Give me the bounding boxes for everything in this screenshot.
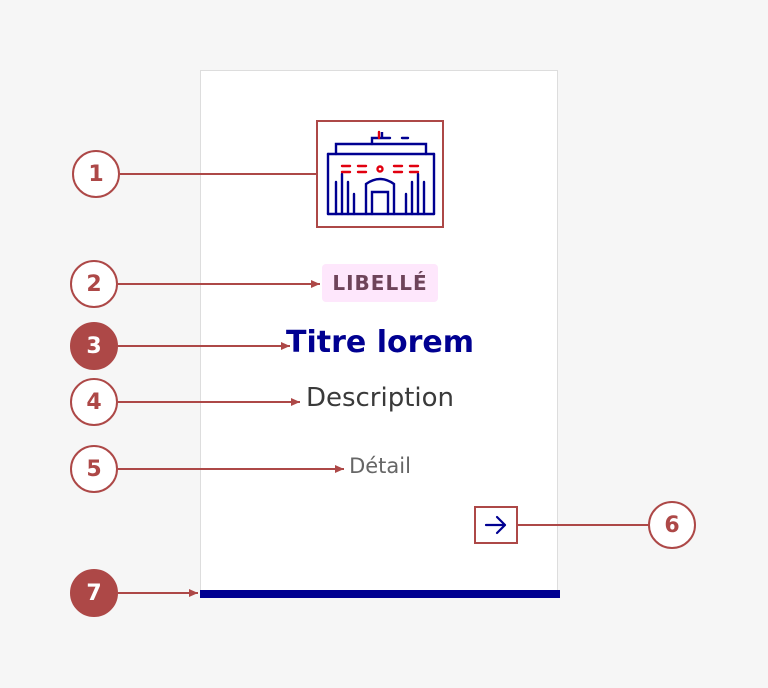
callout-1: 1 [72,150,120,198]
callout-number: 4 [86,389,102,415]
badge-label: LIBELLÉ [322,264,438,302]
callout-number: 2 [86,271,102,297]
card-detail: Détail [349,454,411,478]
card-bottom-border [200,590,560,598]
callout-number: 6 [664,512,680,538]
callout-number: 3 [86,333,102,359]
callout-number: 5 [86,456,102,482]
callout-6: 6 [648,501,696,549]
callout-number: 1 [88,161,104,187]
callout-4: 4 [70,378,118,426]
callout-5: 5 [70,445,118,493]
card-title[interactable]: Titre lorem [286,325,474,360]
pictogram-frame [316,120,444,228]
card-description: Description [305,383,455,413]
callout-number: 7 [86,580,102,606]
callout-7: 7 [70,569,118,617]
arrow-link-button[interactable] [474,506,518,544]
arrow-right-icon [484,515,507,535]
building-pictogram-icon [326,130,436,216]
callout-2: 2 [70,260,118,308]
callout-3: 3 [70,322,118,370]
